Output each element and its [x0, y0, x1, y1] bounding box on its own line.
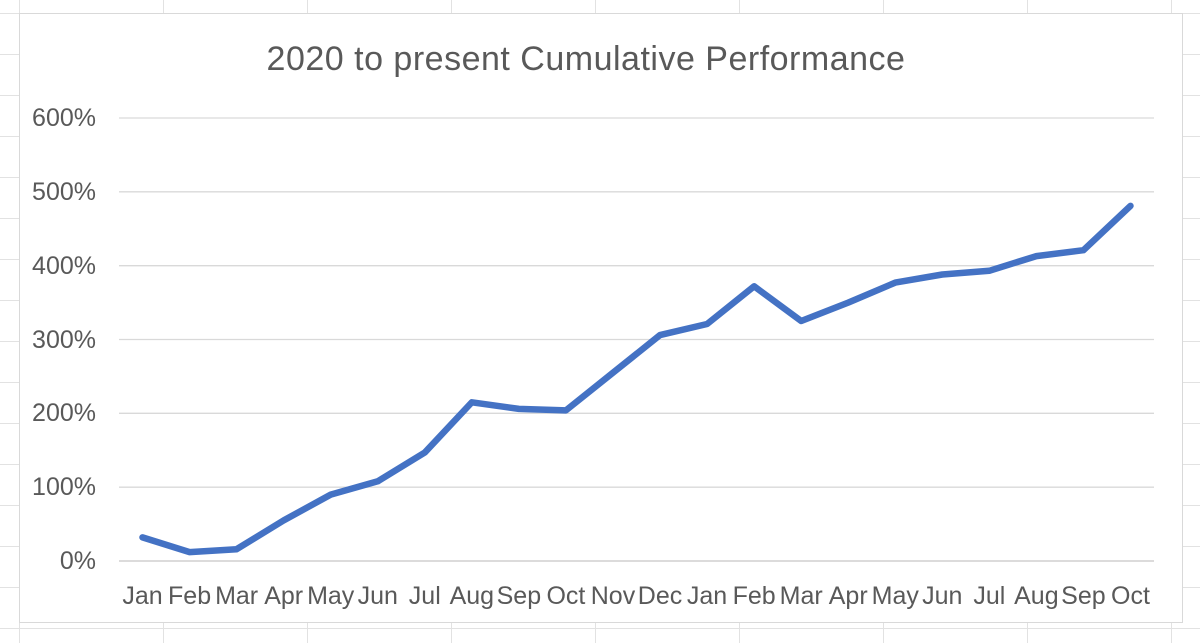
x-axis-tick-label: Oct — [546, 582, 586, 610]
x-axis-tick-label: Apr — [264, 582, 304, 610]
x-axis-tick-label: Jun — [922, 582, 963, 610]
x-axis-tick-label: Feb — [732, 582, 776, 610]
x-axis-tick-label: Oct — [1111, 582, 1150, 610]
series-line-cumulative-performance[interactable] — [139, 202, 1134, 556]
x-axis-tick-label: Mar — [215, 582, 259, 610]
x-axis-tick-label: Feb — [168, 582, 212, 610]
y-axis-tick-label: 200% — [32, 399, 96, 428]
y-axis-tick-label: 300% — [32, 325, 96, 354]
x-axis-tick-label: Dec — [637, 582, 683, 610]
x-axis-tick-label: Aug — [449, 582, 495, 610]
x-axis-tick-label: Mar — [779, 582, 823, 610]
chart-object[interactable]: 2020 to present Cumulative Performance 0… — [19, 13, 1183, 623]
y-axis-tick-label: 600% — [32, 104, 96, 132]
x-axis-tick-label: Jun — [357, 582, 398, 610]
y-axis-tick-label: 100% — [32, 473, 96, 502]
y-axis-tick-label: 400% — [32, 251, 96, 280]
x-axis-tick-label: Nov — [590, 582, 636, 610]
x-axis-tick-label: Jul — [973, 582, 1006, 610]
plot-area — [119, 117, 1154, 562]
y-axis-tick-label: 0% — [59, 547, 96, 575]
x-axis-tick-label: Apr — [828, 582, 868, 610]
x-axis-tick-label: Aug — [1014, 582, 1059, 610]
chart-title[interactable]: 2020 to present Cumulative Performance — [266, 40, 906, 78]
x-axis-tick-label: Jan — [122, 582, 163, 610]
x-axis-tick-label: Sep — [496, 582, 542, 610]
x-axis-tick-label: Jul — [408, 582, 441, 610]
x-axis-tick-label: May — [307, 582, 355, 610]
x-axis-tick-label: May — [871, 582, 919, 610]
x-axis-tick-label: Jan — [686, 582, 728, 610]
x-axis-tick-label: Sep — [1061, 582, 1106, 610]
y-axis-tick-label: 500% — [32, 177, 96, 206]
